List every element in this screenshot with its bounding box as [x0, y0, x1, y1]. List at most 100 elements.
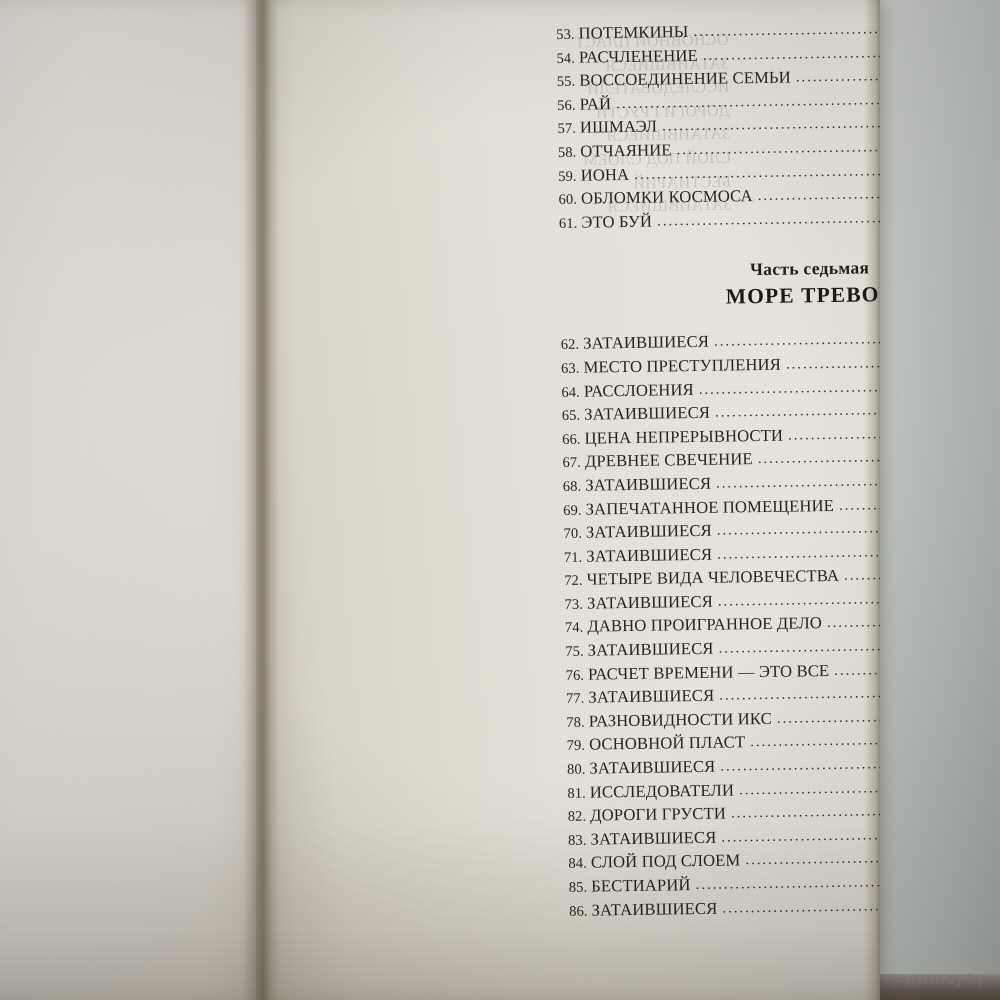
background-surface [872, 0, 1000, 1000]
dot-leader: ........................................… [717, 588, 880, 610]
toc-entry-title: ЭТО БУЙ [581, 211, 653, 232]
part-heading-sub: Часть седьмая [749, 257, 870, 280]
toc-entry-number: 75. [565, 643, 584, 660]
dot-leader: ........................................… [716, 518, 880, 539]
dot-leader: ........................................… [795, 66, 880, 86]
right-entries-part7: 62. ЗАТАИВШИЕСЯ..........................… [561, 327, 880, 924]
toc-entry-number: 55. [556, 73, 576, 91]
toc-entry-title: ЗАТАИВШИЕСЯ [591, 898, 718, 920]
toc-entry-number: 60. [558, 191, 578, 209]
toc-entry-number: 85. [568, 879, 588, 896]
toc-entry-title: ЗАТАИВШИЕСЯ [587, 638, 714, 660]
toc-entry-number: 76. [565, 667, 585, 684]
toc-entry-title: ЧЕТЫРЕ ВИДА ЧЕЛОВЕЧЕСТВА [586, 566, 840, 589]
toc-entry-title: ЗАТАИВШИЕСЯ [585, 520, 712, 542]
toc-entry-number: 74. [564, 620, 584, 637]
dot-leader: ........................................… [721, 824, 880, 846]
left-page-toc: ...тая ...Е СОЗНАНИЕ ...................… [0, 22, 1, 943]
dot-leader: ........................................… [702, 42, 880, 64]
left-page: 53. ПОТЕМКИНЫ 54. РАСЧЛЕНЕНИЕ 55. ВОССОЕ… [0, 0, 270, 1000]
book-gutter [243, 0, 279, 1000]
toc-entry-number: 63. [560, 360, 580, 377]
dot-leader: ........................................… [714, 400, 880, 421]
toc-entry-title: ПОТЕМКИНЫ [578, 22, 689, 43]
toc-entry-number: 68. [562, 478, 582, 495]
dot-leader: ........................................… [720, 754, 880, 775]
dot-leader: ........................................… [717, 541, 880, 563]
toc-entry-page: 495 [0, 916, 1, 936]
toc-entry-page: 487 [0, 892, 1, 912]
dot-leader: ........................................… [715, 471, 880, 492]
toc-entry-title: ЗАТАИВШИЕСЯ [588, 685, 715, 707]
dot-leader: ........................................… [656, 207, 880, 230]
right-page: ОСНОВНОЙ ПЛАСТ ЗАТАИВШИЕСЯ ИССЛЕДОВАТЕЛИ… [256, 0, 880, 1000]
right-entries-top: 53. ПОТЕМКИНЫ............................… [556, 17, 880, 237]
dot-leader: ........................................… [693, 19, 880, 40]
dot-leader: ........................................… [661, 113, 880, 135]
toc-entry-title: ИССЛЕДОВАТЕЛИ [589, 780, 735, 802]
dot-leader: ........................................… [676, 137, 880, 159]
toc-entry-number: 72. [564, 572, 583, 590]
toc-entry-title: ОСНОВНОЙ ПЛАСТ [588, 732, 746, 755]
dot-leader: ........................................… [787, 423, 880, 444]
toc-entry-title: ДОРОГИ ГРУСТИ [590, 803, 727, 825]
toc-entry-number: 64. [561, 384, 581, 401]
watermark: www.ay.by [905, 971, 986, 988]
toc-entry-number: 69. [563, 502, 582, 519]
dot-leader: ........................................… [719, 683, 880, 704]
toc-entry-number: 67. [562, 454, 582, 472]
toc-entry-number: 79. [566, 738, 586, 755]
dot-leader: ........................................… [826, 612, 880, 632]
part-heading: Часть седьмая МОРЕ ТРЕВОГ [560, 255, 880, 312]
toc-entry-number: 56. [557, 97, 576, 114]
dot-leader: ........................................… [730, 801, 880, 822]
left-entries-bottom: ........................................… [0, 822, 1, 944]
toc-entry-title: ДАВНО ПРОИГРАННОЕ ДЕЛО [587, 613, 823, 637]
dot-leader: ........................................… [750, 730, 880, 751]
dot-leader: ........................................… [698, 376, 880, 398]
dot-leader: ........................................… [745, 848, 880, 869]
toc-entry-title: ОТЧАЯНИЕ [580, 140, 672, 161]
toc-entry-title: ЗАПЕЧАТАННОЕ ПОМЕЩЕНИЕ [585, 495, 835, 519]
toc-entry-number: 80. [566, 761, 586, 778]
toc-entry-title: МЕСТО ПРЕСТУПЛЕНИЯ [583, 354, 782, 377]
toc-entry: ........................................… [0, 916, 1, 943]
toc-entry-number: 58. [557, 144, 577, 161]
toc-entry-title: ЗАТАИВШИЕСЯ [585, 473, 712, 495]
dot-leader: ........................................… [616, 89, 880, 112]
toc-entry-number: 61. [558, 215, 578, 232]
toc-entry-number: 83. [567, 832, 587, 849]
toc-entry-number: 57. [557, 121, 577, 138]
toc-entry-title: ЦЕНА НЕПРЕРЫВНОСТИ [584, 425, 784, 448]
toc-entry-title: РАССЛОЕНИЯ [583, 379, 694, 401]
toc-entry-number: 62. [560, 337, 580, 354]
toc-entry-number: 84. [568, 856, 588, 873]
toc-entry-title: ОБЛОМКИ КОСМОСА [580, 186, 753, 208]
toc-entry-title: ИОНА [580, 164, 630, 185]
toc-entry-number: 70. [563, 525, 583, 543]
toc-entry-title: БЕСТИАРИЙ [591, 875, 691, 896]
dot-leader: ........................................… [785, 353, 880, 373]
toc-entry-number: 81. [567, 785, 586, 802]
dot-leader: ........................................… [838, 494, 880, 514]
dot-leader: ........................................… [718, 636, 880, 657]
toc-entry-number: 59. [558, 168, 577, 185]
toc-entry-title: ВОССОЕДИНЕНИЕ СЕМЬИ [579, 67, 791, 90]
toc-entry-number: 78. [566, 714, 585, 731]
dot-leader: ........................................… [738, 777, 880, 798]
dot-leader: ........................................… [834, 659, 880, 679]
right-page-edge [864, 0, 880, 1000]
dot-leader: ........................................… [757, 184, 880, 205]
toc-entry-title: ЗАТАИВШИЕСЯ [589, 756, 716, 778]
toc-entry-number: 86. [569, 903, 588, 920]
toc-entry-number: 77. [565, 690, 585, 708]
dot-leader: ........................................… [634, 160, 880, 183]
toc-entry-number: 54. [556, 50, 576, 67]
toc-entry-title: РАЙ [579, 93, 612, 114]
toc-entry-title: РАСЧЕТ ВРЕМЕНИ — ЭТО ВСЕ [587, 660, 830, 684]
toc-entry-title: СЛОЙ ПОД СЛОЕМ [590, 850, 741, 872]
dot-leader: ........................................… [757, 447, 880, 468]
toc-entry-title: ЗАТАИВШИЕСЯ [586, 591, 713, 613]
toc-entry-title: ИШМАЭЛ [579, 116, 658, 138]
